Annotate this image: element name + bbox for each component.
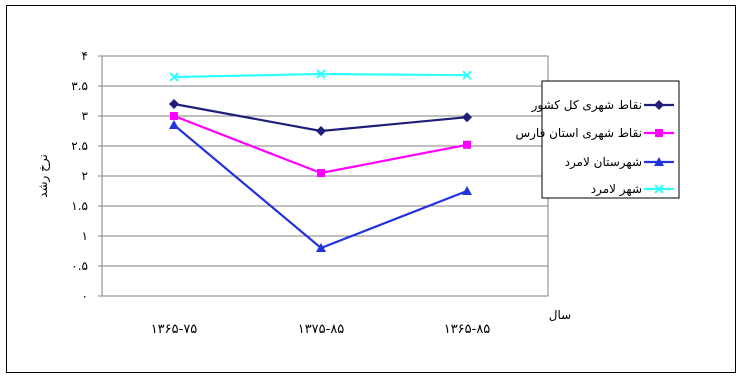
x-axis-ticks: ۱۳۶۵-۷۵ ۱۳۷۵-۸۵ ۱۳۶۵-۸۵: [151, 322, 491, 337]
series-line: [169, 120, 472, 252]
series-line: [169, 69, 472, 82]
line-chart: ۰۰.۵۱۱.۵۲۲.۵۳۳.۵۴ ۱۳۶۵-۷۵ ۱۳۷۵-۸۵ ۱۳۶۵-۸۵ …: [36, 49, 680, 337]
legend-entry: شهرستان لامرد: [565, 155, 674, 170]
series-line: [169, 99, 472, 136]
y-tick-label: ۱.۵: [71, 199, 88, 213]
data-point: [462, 112, 472, 123]
legend-label: شهر لامرد: [591, 182, 642, 197]
y-tick-label: ۰: [82, 289, 88, 303]
x-tick-label: ۱۳۶۵-۸۵: [444, 322, 491, 337]
data-point: [462, 70, 472, 80]
y-tick-label: ۰.۵: [71, 259, 88, 273]
series-path: [173, 124, 468, 250]
data-point: [462, 186, 472, 195]
legend-label: شهرستان لامرد: [565, 155, 642, 170]
data-point: [316, 69, 326, 79]
data-point: [170, 112, 178, 120]
y-axis-label: نرخ رشد: [36, 154, 51, 198]
data-point: [654, 100, 664, 110]
legend: نقاط شهری کل کشور نقاط شهری استان فارس شهر…: [515, 80, 680, 199]
series-group: [169, 69, 472, 252]
legend-entry: نقاط شهری کل کشور: [531, 98, 674, 113]
data-point: [169, 120, 179, 129]
x-axis-label: سال: [549, 308, 571, 322]
data-point: [316, 243, 326, 252]
y-tick-label: ۱: [82, 229, 88, 243]
y-tick-label: ۴: [82, 49, 88, 63]
chart-frame: ۰ ۰.۵ ۱ ۱.۵ ۲ ۲.۵ ۳ ۳.۵ ۴ ۱۳۶۵-۷۵ ۱۳۷۵-۸۵ ۱۳۶۵-۸۵ …: [6, 5, 736, 373]
y-axis-ticks: ۰ ۰.۵ ۱ ۱.۵ ۲ ۲.۵ ۳ ۳.۵ ۴: [71, 49, 102, 303]
y-tick-label: ۳.۵: [71, 79, 88, 93]
legend-entry: نقاط شهری استان فارس: [515, 126, 674, 141]
legend-items: نقاط شهری کل کشور نقاط شهری استان فارس شهر…: [515, 98, 674, 197]
legend-entry: شهر لامرد: [591, 182, 674, 197]
legend-label: نقاط شهری کل کشور: [531, 98, 642, 113]
data-point: [169, 99, 179, 109]
data-point: [316, 126, 326, 136]
data-point: [654, 184, 664, 194]
y-tick-label: ۲.۵: [71, 139, 88, 153]
series-path: [173, 114, 468, 175]
y-tick-label: ۲: [82, 169, 88, 183]
data-point: [169, 72, 179, 82]
gridlines: [102, 55, 548, 267]
series-line: [170, 112, 471, 177]
data-point: [317, 169, 325, 177]
data-point: [463, 140, 471, 149]
x-tick-label: ۱۳۷۵-۸۵: [298, 322, 345, 337]
data-point: [655, 129, 663, 137]
legend-box: [541, 80, 680, 199]
x-tick-label: ۱۳۶۵-۷۵: [151, 322, 198, 337]
legend-label: نقاط شهری استان فارس: [515, 126, 642, 141]
y-tick-label: ۳: [82, 109, 89, 123]
data-point: [654, 157, 664, 166]
